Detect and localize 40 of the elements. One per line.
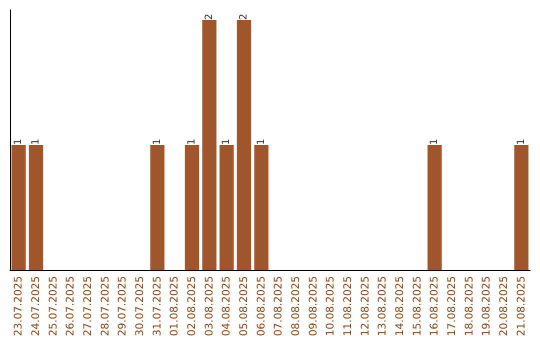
x-tick-label: 19.08.2025 xyxy=(480,276,493,336)
x-tick-label: 12.08.2025 xyxy=(359,276,372,336)
data-label: 1 xyxy=(256,138,267,145)
x-tick-label: 04.08.2025 xyxy=(220,276,233,336)
data-label: 1 xyxy=(13,138,24,145)
x-tick-label: 24.07.2025 xyxy=(30,276,42,336)
x-tick-label: 23.07.2025 xyxy=(12,276,25,336)
x-tick-label: 16.08.2025 xyxy=(428,276,441,336)
x-tick-label: 31.07.2025 xyxy=(151,276,164,336)
x-tick-label: 03.08.2025 xyxy=(203,276,216,336)
x-tick-label: 28.07.2025 xyxy=(99,276,112,336)
x-tick-label: 15.08.2025 xyxy=(411,276,424,336)
data-label: 1 xyxy=(429,138,440,145)
x-tick-label: 08.08.2025 xyxy=(290,276,302,336)
x-tick-label: 01.08.2025 xyxy=(168,276,181,336)
x-tick-label: 05.08.2025 xyxy=(238,276,250,336)
x-tick-label: 06.08.2025 xyxy=(255,276,268,336)
x-tick-label: 10.08.2025 xyxy=(324,276,337,336)
x-tick-label: 18.08.2025 xyxy=(463,276,476,336)
data-label: 1 xyxy=(186,138,198,145)
data-label: 1 xyxy=(221,138,232,145)
data-label: 2 xyxy=(204,14,215,20)
x-tick-label: 27.07.2025 xyxy=(82,276,94,336)
x-tick-label: 11.08.2025 xyxy=(342,276,354,336)
x-tick-label: 30.07.2025 xyxy=(134,276,146,336)
data-label: 1 xyxy=(516,138,527,145)
data-label: 1 xyxy=(152,138,163,145)
x-tick-label: 29.07.2025 xyxy=(116,276,129,336)
x-tick-label: 07.08.2025 xyxy=(272,276,285,336)
x-tick-label: 09.08.2025 xyxy=(307,276,320,336)
x-tick-label: 25.07.2025 xyxy=(47,276,60,336)
x-tick-label: 02.08.2025 xyxy=(186,276,198,336)
x-tick-label: 14.08.2025 xyxy=(394,276,406,336)
x-tick-label: 17.08.2025 xyxy=(446,276,458,336)
x-tick-label: 13.08.2025 xyxy=(376,276,389,336)
x-tick-label: 26.07.2025 xyxy=(64,276,77,336)
data-label: 2 xyxy=(238,14,250,20)
data-label: 1 xyxy=(30,138,42,145)
x-tick-label: 21.08.2025 xyxy=(515,276,528,336)
x-tick-label: 20.08.2025 xyxy=(498,276,510,336)
